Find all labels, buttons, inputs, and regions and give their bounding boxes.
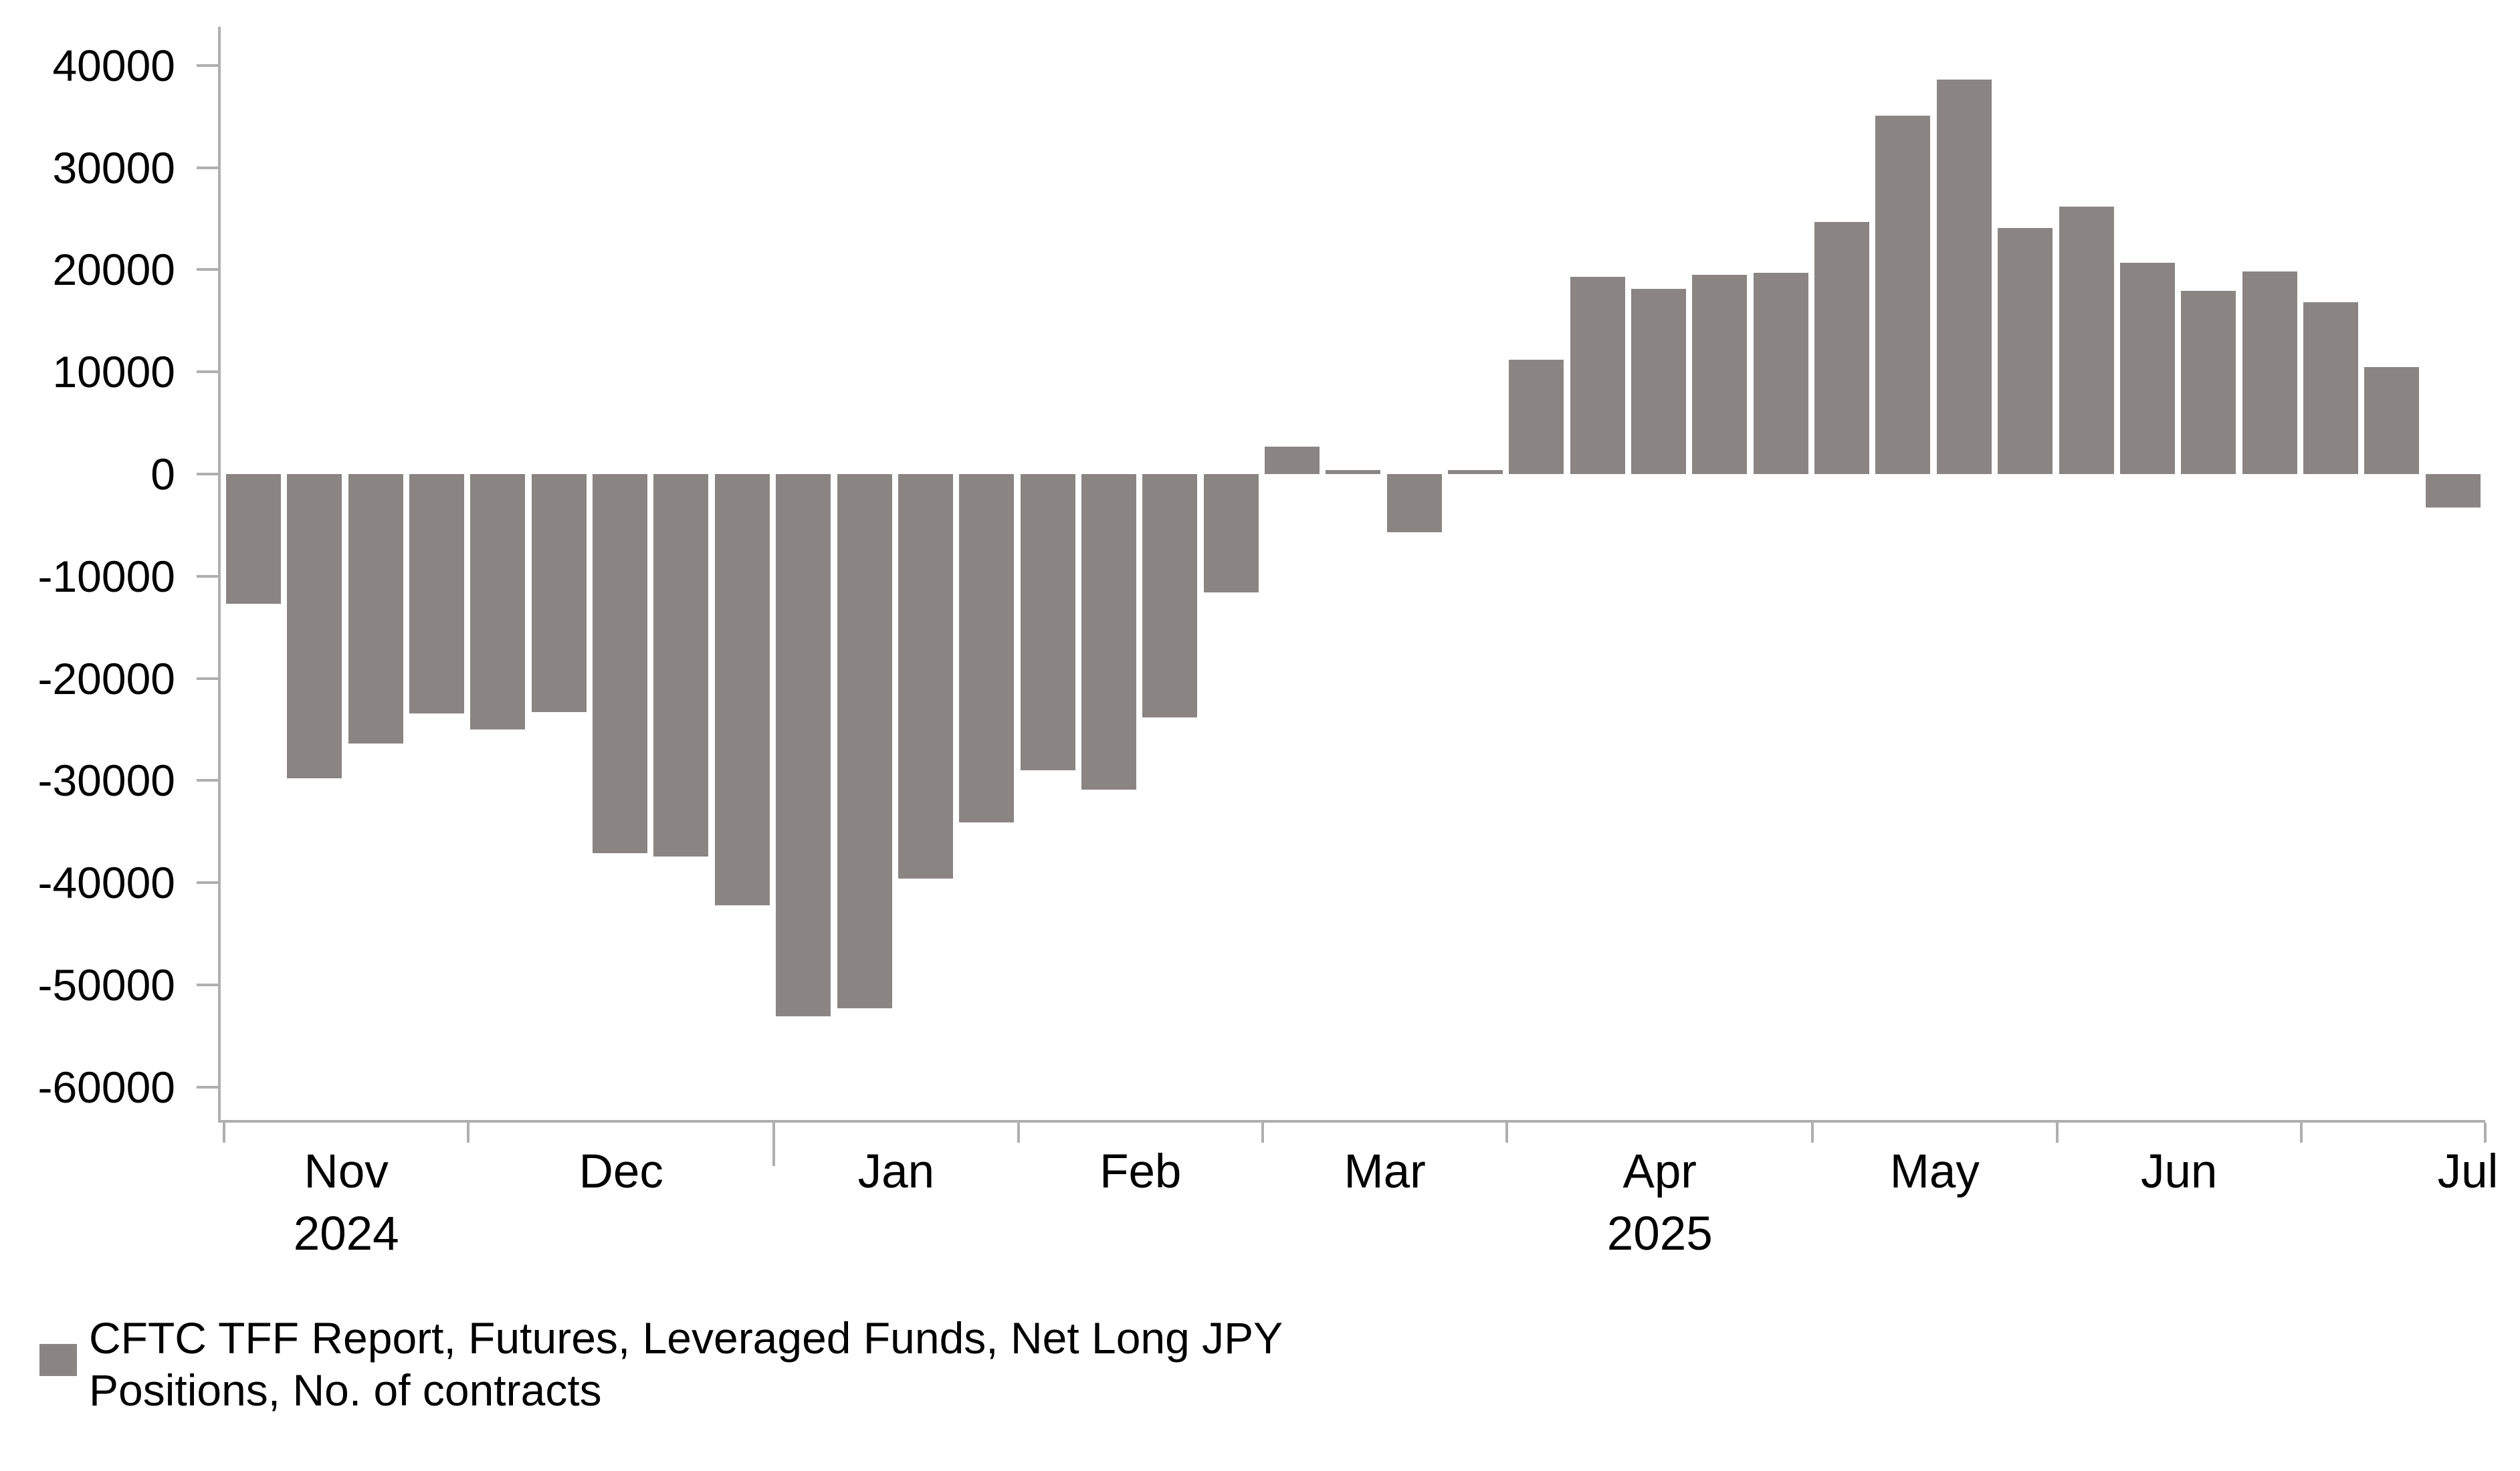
y-tick-10000 <box>197 370 218 374</box>
bar-week-32 <box>2119 262 2175 474</box>
y-tick-20000 <box>197 268 218 271</box>
y-tick-label-10000: 10000 <box>52 347 175 397</box>
x-axis-line <box>218 1120 2485 1123</box>
bar-week-28 <box>1875 115 1931 474</box>
x-tick-Jun <box>2055 1123 2059 1143</box>
y-tick-label-0: 0 <box>150 449 175 499</box>
bar-week-9 <box>714 474 770 905</box>
y-tick-label--10000: -10000 <box>37 551 175 601</box>
bar-week-35 <box>2303 302 2358 474</box>
bar-week-26 <box>1753 272 1808 474</box>
x-month-label-Dec: Dec <box>579 1145 663 1198</box>
y-tick-label--30000: -30000 <box>37 756 175 806</box>
x-tick-Mar <box>1261 1123 1264 1143</box>
x-month-label-May: May <box>1889 1145 1980 1198</box>
bar-week-33 <box>2181 291 2236 474</box>
bar-week-21 <box>1448 469 1503 474</box>
bar-week-25 <box>1692 274 1748 474</box>
bar-week-4 <box>409 474 465 713</box>
y-tick-label-40000: 40000 <box>52 40 175 90</box>
y-tick-label--40000: -40000 <box>37 858 175 908</box>
x-tick-May <box>1811 1123 1814 1143</box>
bar-week-17 <box>1203 474 1259 593</box>
y-tick--50000 <box>197 984 218 987</box>
y-tick--10000 <box>197 574 218 578</box>
bar-week-6 <box>531 474 587 713</box>
bar-week-20 <box>1386 474 1442 533</box>
x-tick-Dec <box>467 1123 470 1143</box>
y-tick--40000 <box>197 881 218 885</box>
y-tick--60000 <box>197 1085 218 1089</box>
x-tick-Nov <box>223 1123 225 1143</box>
bar-week-36 <box>2364 366 2420 474</box>
bar-week-30 <box>1998 227 2053 474</box>
x-year-label-2024: 2024 <box>293 1208 399 1260</box>
bar-week-22 <box>1509 359 1564 474</box>
bar-week-15 <box>1081 474 1136 790</box>
x-month-label-Jun: Jun <box>2140 1145 2218 1198</box>
legend-label-line1: CFTC TFF Report, Futures, Leveraged Fund… <box>89 1313 1283 1363</box>
bar-week-1 <box>226 474 281 604</box>
y-axis-line <box>218 27 221 1123</box>
bar-week-19 <box>1326 469 1381 474</box>
bar-week-16 <box>1142 474 1198 717</box>
y-tick-0 <box>197 473 218 475</box>
x-tick-Jul <box>2299 1123 2303 1143</box>
y-tick-label-30000: 30000 <box>52 142 175 193</box>
x-tick-Feb <box>1017 1123 1020 1143</box>
bar-week-8 <box>653 474 709 857</box>
bar-week-3 <box>348 474 403 744</box>
legend-label-line2: Positions, No. of contracts <box>89 1365 602 1415</box>
x-month-label-Jan: Jan <box>857 1145 935 1198</box>
bar-week-34 <box>2242 271 2297 474</box>
x-year-label-2025: 2025 <box>1606 1208 1713 1260</box>
x-month-label-Apr: Apr <box>1622 1145 1697 1198</box>
bar-week-24 <box>1631 289 1687 474</box>
bar-week-14 <box>1020 474 1075 771</box>
bar-week-27 <box>1814 221 1870 474</box>
x-tick-Apr <box>1505 1123 1509 1143</box>
bar-week-12 <box>898 474 953 879</box>
y-tick-label--20000: -20000 <box>37 653 175 703</box>
x-month-label-Nov: Nov <box>304 1145 389 1198</box>
x-month-label-Jul: Jul <box>2437 1145 2499 1198</box>
y-tick--30000 <box>197 779 218 782</box>
bar-week-31 <box>2059 206 2114 474</box>
legend-swatch <box>39 1344 77 1376</box>
bar-week-7 <box>593 474 648 853</box>
legend-label: CFTC TFF Report, Futures, Leveraged Fund… <box>89 1312 1283 1416</box>
bar-week-23 <box>1570 277 1625 474</box>
x-tick-Jan <box>772 1123 776 1166</box>
y-tick-label--50000: -50000 <box>37 960 175 1010</box>
y-tick--20000 <box>197 677 218 680</box>
bar-week-5 <box>470 474 526 730</box>
y-tick-label-20000: 20000 <box>52 245 175 295</box>
bar-week-2 <box>287 474 342 779</box>
x-month-label-Mar: Mar <box>1344 1145 1426 1198</box>
y-tick-label--60000: -60000 <box>37 1062 175 1112</box>
x-month-label-Feb: Feb <box>1099 1145 1182 1198</box>
bar-week-10 <box>776 474 831 1017</box>
bar-week-13 <box>959 474 1015 823</box>
y-tick-30000 <box>197 166 218 169</box>
bar-week-29 <box>1936 80 1992 474</box>
y-tick-40000 <box>197 64 218 67</box>
bar-week-11 <box>837 474 892 1009</box>
bar-week-18 <box>1264 446 1320 474</box>
x-tick-end <box>2484 1123 2487 1143</box>
bar-week-37 <box>2425 474 2481 508</box>
